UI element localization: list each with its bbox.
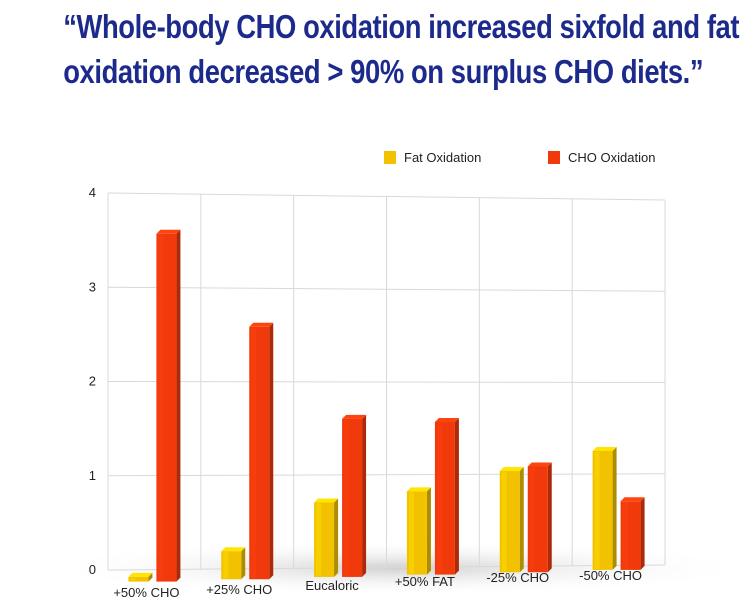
x-axis-categories: +50% CHO +25% CHO Eucaloric +50% FAT -25% CH… [113,568,642,600]
bar-cho-1 [249,322,274,580]
bar-fat-4 [499,467,524,573]
y-axis-ticks: 0 1 2 3 4 [89,185,96,577]
x-category-label: +50% FAT [395,574,455,589]
bar-cho-2 [342,414,367,577]
chart-grid [107,192,666,571]
legend-swatch [548,151,560,164]
y-tick-label: 1 [89,468,96,483]
x-category-label: -25% CHO [486,570,549,585]
legend-label: CHO Oxidation [568,150,655,165]
chart-bars [128,229,645,582]
y-tick-label: 0 [89,562,96,577]
headline: “Whole-body CHO oxidation increased sixf… [63,4,740,94]
x-category-label: -50% CHO [579,568,642,583]
y-tick-label: 2 [89,374,96,389]
bar-fat-3 [406,487,431,575]
x-category-label: +25% CHO [206,582,272,597]
bar-cho-4 [527,462,552,573]
chart-legend: Fat Oxidation CHO Oxidation [384,150,655,165]
y-tick-label: 4 [89,185,96,200]
bar-cho-0 [156,229,181,582]
y-tick-label: 3 [89,279,96,294]
headline-line-2: oxidation decreased > 90% on surplus CHO… [63,53,704,90]
bar-cho-5 [620,497,645,570]
floor-shadow [40,540,744,596]
legend-swatch [384,151,396,164]
x-category-label: Eucaloric [305,578,359,593]
legend-label: Fat Oxidation [404,150,481,165]
bar-fat-5 [592,446,617,570]
bar-fat-1 [221,547,246,580]
bar-fat-0 [128,572,153,582]
bar-fat-2 [314,498,339,577]
headline-line-1: “Whole-body CHO oxidation increased sixf… [63,8,740,45]
x-category-label: +50% CHO [113,585,179,600]
bar-cho-3 [434,417,459,575]
